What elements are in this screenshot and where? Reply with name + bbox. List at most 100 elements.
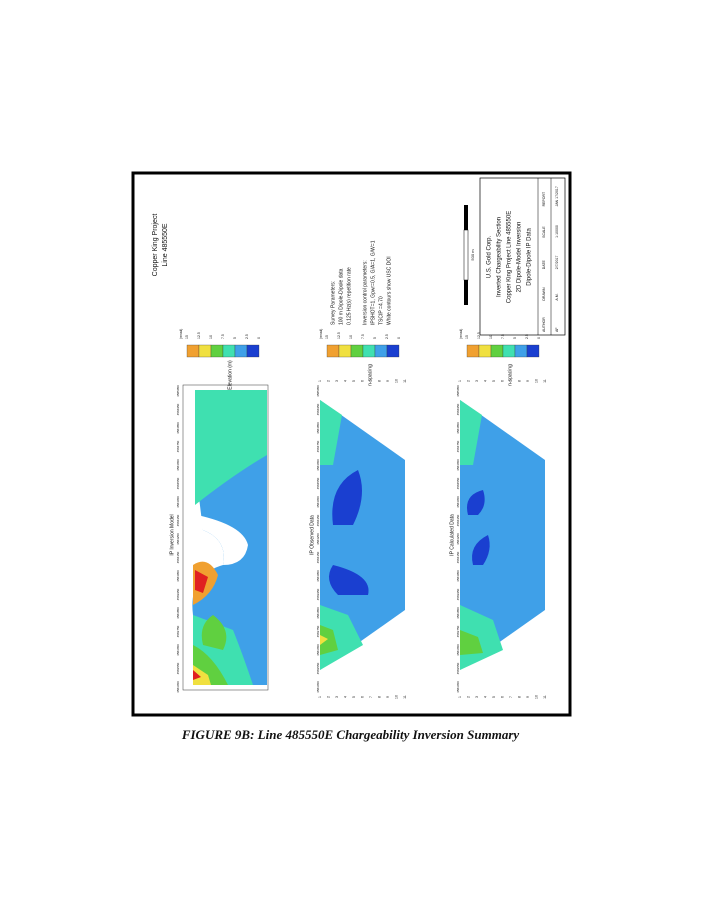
colorbar-tick: 12.5 bbox=[197, 332, 201, 339]
colorbar-swatch bbox=[222, 344, 236, 358]
n-tick: 1 bbox=[318, 380, 322, 382]
colorbar-tick: 12.5 bbox=[477, 332, 481, 339]
calculated-data bbox=[460, 400, 545, 670]
title-block-line: Inverted Chargeability Section bbox=[497, 217, 503, 297]
northing-label: 4584450 bbox=[456, 496, 460, 508]
n-tick: 3 bbox=[475, 696, 479, 698]
northing-label: 4583850 bbox=[316, 607, 320, 619]
northing-label: 4583950 bbox=[456, 588, 460, 600]
northing-label: 4583550 bbox=[316, 662, 320, 674]
northing-label: 4583450 bbox=[456, 681, 460, 693]
n-tick: 9 bbox=[386, 696, 390, 698]
colorbar-swatch bbox=[350, 344, 364, 358]
colorbar-tick: 2.5 bbox=[525, 334, 529, 339]
n-tick: 9 bbox=[526, 696, 530, 698]
colorbar-swatch bbox=[386, 344, 400, 358]
n-tick: 7 bbox=[369, 696, 373, 698]
northing-label: 4584950 bbox=[456, 403, 460, 415]
parameter-line: Inversion control parameters: bbox=[362, 260, 368, 325]
colorbar-tick: 5 bbox=[373, 337, 377, 339]
northing-label: 4584250 bbox=[316, 533, 320, 545]
inversion-model bbox=[182, 384, 269, 691]
northing-label: 4584550 bbox=[456, 477, 460, 489]
n-tick: 5 bbox=[492, 380, 496, 382]
northing-label: 4584550 bbox=[176, 477, 180, 489]
colorbar-tick: 7.5 bbox=[361, 334, 365, 339]
northing-label: 4584150 bbox=[456, 551, 460, 563]
northing-label: 4583950 bbox=[316, 588, 320, 600]
northing-label: 4584450 bbox=[316, 496, 320, 508]
n-tick: 1 bbox=[458, 380, 462, 382]
northing-label: 4583550 bbox=[456, 662, 460, 674]
colorbar-tick: 10 bbox=[209, 335, 213, 339]
axis-label: n-spacing bbox=[507, 364, 513, 386]
parameter-line: Survey Parameters: bbox=[330, 281, 336, 325]
observed-data bbox=[320, 400, 405, 670]
northing-label: 4585050 bbox=[316, 385, 320, 397]
colorbar-tick: 0 bbox=[257, 337, 261, 339]
n-tick: 3 bbox=[335, 380, 339, 382]
northing-label: 4584950 bbox=[316, 403, 320, 415]
n-tick: 5 bbox=[352, 696, 356, 698]
northing-label: 4583550 bbox=[176, 662, 180, 674]
parameter-line: TSCIP =4.70 bbox=[378, 296, 384, 325]
parameter-line: IPSHOT=1, Gpwr=0.5, G/A=1, G/W=1 bbox=[370, 240, 376, 325]
colorbar-swatch bbox=[514, 344, 528, 358]
colorbar-tick: 2.5 bbox=[245, 334, 249, 339]
northing-label: 4583850 bbox=[456, 607, 460, 619]
rotated-sheet: 500 m Copper King Project Line 485550E IP … bbox=[152, 177, 566, 699]
panel-label: IP Inversion Model bbox=[169, 514, 175, 555]
table-header: REPORT bbox=[542, 191, 546, 206]
n-tick: 8 bbox=[517, 380, 521, 382]
colorbar-unit: (mrad) bbox=[459, 329, 463, 339]
n-tick: 1 bbox=[458, 696, 462, 698]
n-tick: 8 bbox=[377, 380, 381, 382]
northing-label: 4584550 bbox=[316, 477, 320, 489]
northing-label: 4584650 bbox=[456, 459, 460, 471]
n-tick: 2 bbox=[466, 696, 470, 698]
colorbar-swatch bbox=[526, 344, 540, 358]
colorbar-tick: 0 bbox=[397, 337, 401, 339]
colorbar-swatch bbox=[362, 344, 376, 358]
northing-label: 4584350 bbox=[316, 514, 320, 526]
northing-label: 4584850 bbox=[456, 422, 460, 434]
project-title: Copper King Project bbox=[152, 214, 159, 277]
n-tick: 6 bbox=[500, 380, 504, 382]
colorbar-swatch bbox=[478, 344, 492, 358]
colorbar-tick: 15 bbox=[465, 335, 469, 339]
n-tick: 10 bbox=[534, 695, 538, 699]
n-tick: 6 bbox=[500, 696, 504, 698]
northing-label: 4585050 bbox=[456, 385, 460, 397]
colorbar-tick: 5 bbox=[233, 337, 237, 339]
scale-label: 500 m bbox=[470, 249, 475, 261]
table-header: DATE bbox=[542, 259, 546, 269]
northing-label: 4584350 bbox=[456, 514, 460, 526]
table-cell: JAN 17/2017 bbox=[555, 186, 559, 206]
northing-label: 4584250 bbox=[456, 533, 460, 545]
colorbar-swatch bbox=[246, 344, 260, 358]
n-tick: 2 bbox=[466, 380, 470, 382]
n-tick: 9 bbox=[526, 380, 530, 382]
n-tick: 5 bbox=[352, 380, 356, 382]
northing-label: 4584150 bbox=[316, 551, 320, 563]
n-tick: 1 bbox=[318, 696, 322, 698]
northing-label: 4584050 bbox=[316, 570, 320, 582]
n-tick: 4 bbox=[343, 380, 347, 382]
northing-label: 4583850 bbox=[176, 607, 180, 619]
colorbar-swatch bbox=[338, 344, 352, 358]
n-tick: 2 bbox=[326, 380, 330, 382]
title-block bbox=[479, 177, 566, 336]
northing-label: 4584050 bbox=[176, 570, 180, 582]
panel-label: IP Observed Data bbox=[309, 515, 315, 555]
northing-label: 4584750 bbox=[456, 440, 460, 452]
n-tick: 10 bbox=[534, 379, 538, 383]
northing-label: 4584850 bbox=[176, 422, 180, 434]
northing-label: 4584250 bbox=[176, 533, 180, 545]
n-tick: 10 bbox=[394, 379, 398, 383]
table-cell: AF bbox=[555, 328, 559, 332]
northing-label: 4585050 bbox=[176, 385, 180, 397]
colorbar-swatch bbox=[186, 344, 200, 358]
northing-label: 4584750 bbox=[316, 440, 320, 452]
colorbar-tick: 15 bbox=[185, 335, 189, 339]
